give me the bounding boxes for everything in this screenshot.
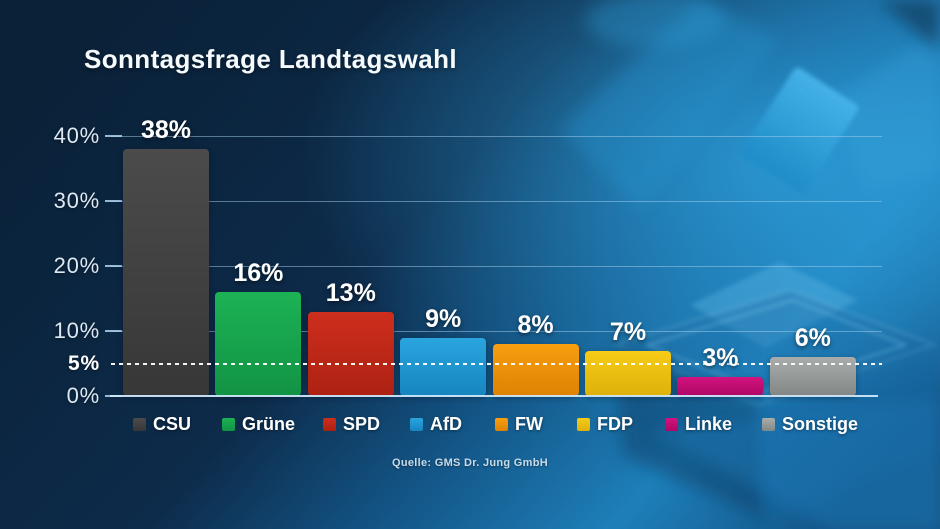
gridline-20 (111, 266, 882, 267)
hand-and-arm-shapes (560, 0, 940, 210)
bar-FW (492, 344, 579, 396)
source-attribution: Quelle: GMS Dr. Jung GmbH (391, 457, 549, 469)
legend-label-CSU: CSU (153, 414, 192, 434)
y-axis-tick-20 (105, 265, 122, 267)
bar-value-label-Sonstige: 6% (794, 324, 831, 352)
legend-item-Linke: Linke (665, 415, 732, 433)
bar-Linke (677, 376, 764, 396)
legend-label-FW: FW (515, 414, 543, 434)
legend-item-SPD: SPD (323, 415, 380, 433)
bar-value-label-CSU: 38% (140, 116, 192, 144)
y-axis-label-10: 10% (53, 318, 100, 343)
ballot-paper (741, 67, 859, 193)
y-axis-label-40: 40% (53, 123, 100, 148)
y-axis-tick-10 (105, 330, 122, 332)
bar-value-label-FW: 8% (517, 311, 554, 339)
legend-label-Sonstige: Sonstige (782, 414, 859, 434)
legend-item-CSU: CSU (133, 415, 191, 433)
legend-label-AfD: AfD (430, 414, 462, 434)
legend-swatch-FDP (577, 417, 590, 431)
legend-label-SPD: SPD (343, 414, 381, 434)
bar-FDP (585, 350, 671, 396)
legend-swatch-SPD (323, 417, 336, 431)
legend-label-Grüne: Grüne (242, 414, 296, 434)
legend-swatch-CSU (133, 417, 146, 431)
gridline-10 (111, 331, 882, 332)
legend-swatch-Linke (665, 417, 678, 431)
legend-label-Linke: Linke (685, 414, 733, 434)
bar-value-label-AfD: 9% (425, 304, 462, 333)
y-axis-label-30: 30% (53, 188, 100, 213)
legend-swatch-FW (495, 417, 508, 431)
bar-Grüne (215, 292, 302, 396)
x-axis-baseline (110, 395, 878, 397)
legend-item-Grüne: Grüne (222, 415, 295, 433)
gridline-40 (111, 136, 882, 137)
y-axis-label-5: 5% (68, 351, 100, 375)
chart-title: Sonntagsfrage Landtagswahl (84, 44, 458, 74)
legend-item-FDP: FDP (577, 415, 633, 433)
legend-item-FW: FW (495, 415, 543, 433)
bar-value-label-Linke: 3% (702, 343, 739, 372)
y-axis-label-0: 0% (66, 383, 100, 408)
gridline-30 (111, 201, 882, 202)
y-axis-tick-30 (105, 200, 122, 202)
ballot-box-shapes (611, 262, 940, 529)
legend-item-Sonstige: Sonstige (762, 415, 858, 433)
bar-value-label-FDP: 7% (609, 317, 647, 346)
y-axis-tick-40 (105, 135, 122, 137)
bar-SPD (307, 311, 394, 396)
y-axis-label-20: 20% (53, 253, 100, 278)
legend-label-FDP: FDP (597, 414, 633, 434)
bar-AfD (400, 337, 487, 396)
legend-swatch-AfD (410, 417, 423, 431)
legend-item-AfD: AfD (410, 415, 462, 433)
legend-swatch-Sonstige (762, 417, 775, 431)
bar-value-label-Grüne: 16% (233, 259, 284, 287)
legend-swatch-Grüne (222, 417, 235, 431)
bar-CSU (123, 149, 209, 396)
bar-value-label-SPD: 13% (325, 278, 376, 307)
five-percent-threshold-line (111, 362, 882, 365)
